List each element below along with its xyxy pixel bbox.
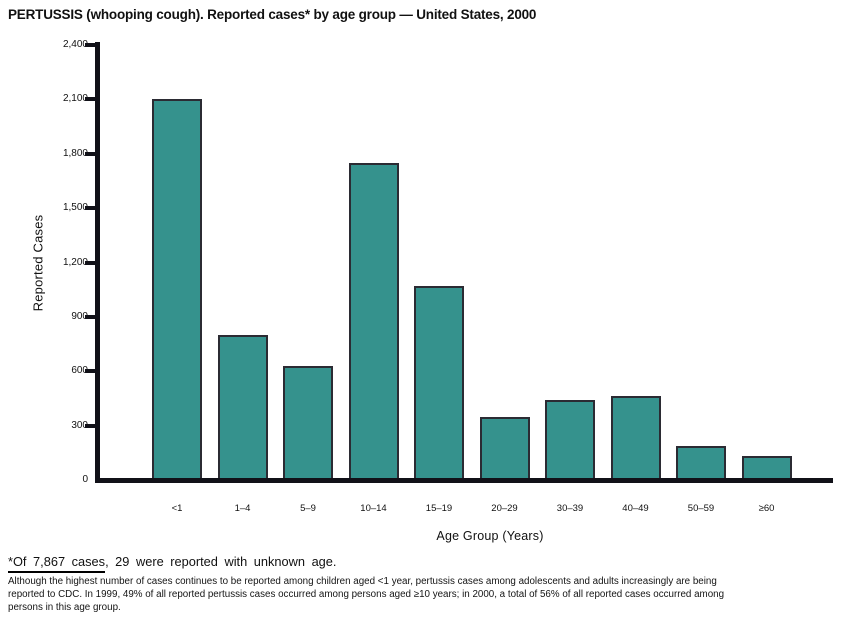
footnote-paragraph-line: reported to CDC. In 1999, 49% of all rep… [8,588,725,600]
footnote-asterisk: *Of 7,867 cases, 29 were reported with u… [8,554,337,573]
y-tick-mark [85,206,95,211]
x-axis-title: Age Group (Years) [436,529,544,543]
bar-age-1014 [348,163,399,480]
x-tick-label: 40–49 [622,503,649,514]
y-tick-mark [85,43,95,47]
bar-age-60 [741,456,792,480]
y-tick-label: 1,200 [62,256,88,268]
x-tick-label: 50–59 [687,503,715,514]
y-tick-label: 1,500 [62,202,88,214]
y-tick-mark [85,151,95,156]
y-tick-label: 0 [82,474,88,485]
y-tick-label: 1,800 [62,147,88,159]
y-axis-line [95,42,100,483]
x-tick-label: 20–29 [491,503,518,514]
x-tick-label: ≥60 [758,503,775,514]
footnote-asterisk-underlined-text: *Of 7,867 cases [8,554,106,573]
y-tick-label: 600 [71,365,88,377]
x-tick-label: 30–39 [556,503,584,514]
footnote-paragraph: Although the highest number of cases con… [8,576,858,614]
bar-age-2029 [479,417,530,480]
y-tick-label: 300 [71,419,88,431]
bar-age-5059 [676,446,726,480]
x-tick-label: 10–14 [360,503,387,514]
footnote-asterisk-rest-text: , 29 were reported with unknown age. [105,554,337,569]
y-tick-mark [85,423,95,428]
y-tick-label: 2,400 [62,39,88,50]
x-tick-label: 1–4 [234,503,251,514]
y-tick-mark [85,314,95,319]
bar-age-3039 [545,400,595,480]
y-tick-label: 900 [71,310,88,322]
footnote-paragraph-line: Although the highest number of cases con… [8,576,717,587]
figure-title: PERTUSSIS (whooping cough). Reported cas… [8,7,537,22]
y-tick-mark [85,97,95,102]
x-axis-line [95,478,833,483]
bar-age-14 [217,335,268,480]
bar-age-59 [283,366,333,480]
bar-age-1519 [414,286,464,480]
bar-age-1 [152,99,202,480]
x-tick-label: 5–9 [300,503,316,514]
bar-age-4049 [610,396,661,480]
y-tick-label: 2,100 [62,93,88,105]
y-tick-mark [85,369,95,374]
footnote-paragraph-line: persons in this age group. [8,601,121,613]
y-tick-mark [85,260,95,265]
x-tick-label: 15–19 [425,503,453,514]
x-tick-label: <1 [171,503,183,514]
